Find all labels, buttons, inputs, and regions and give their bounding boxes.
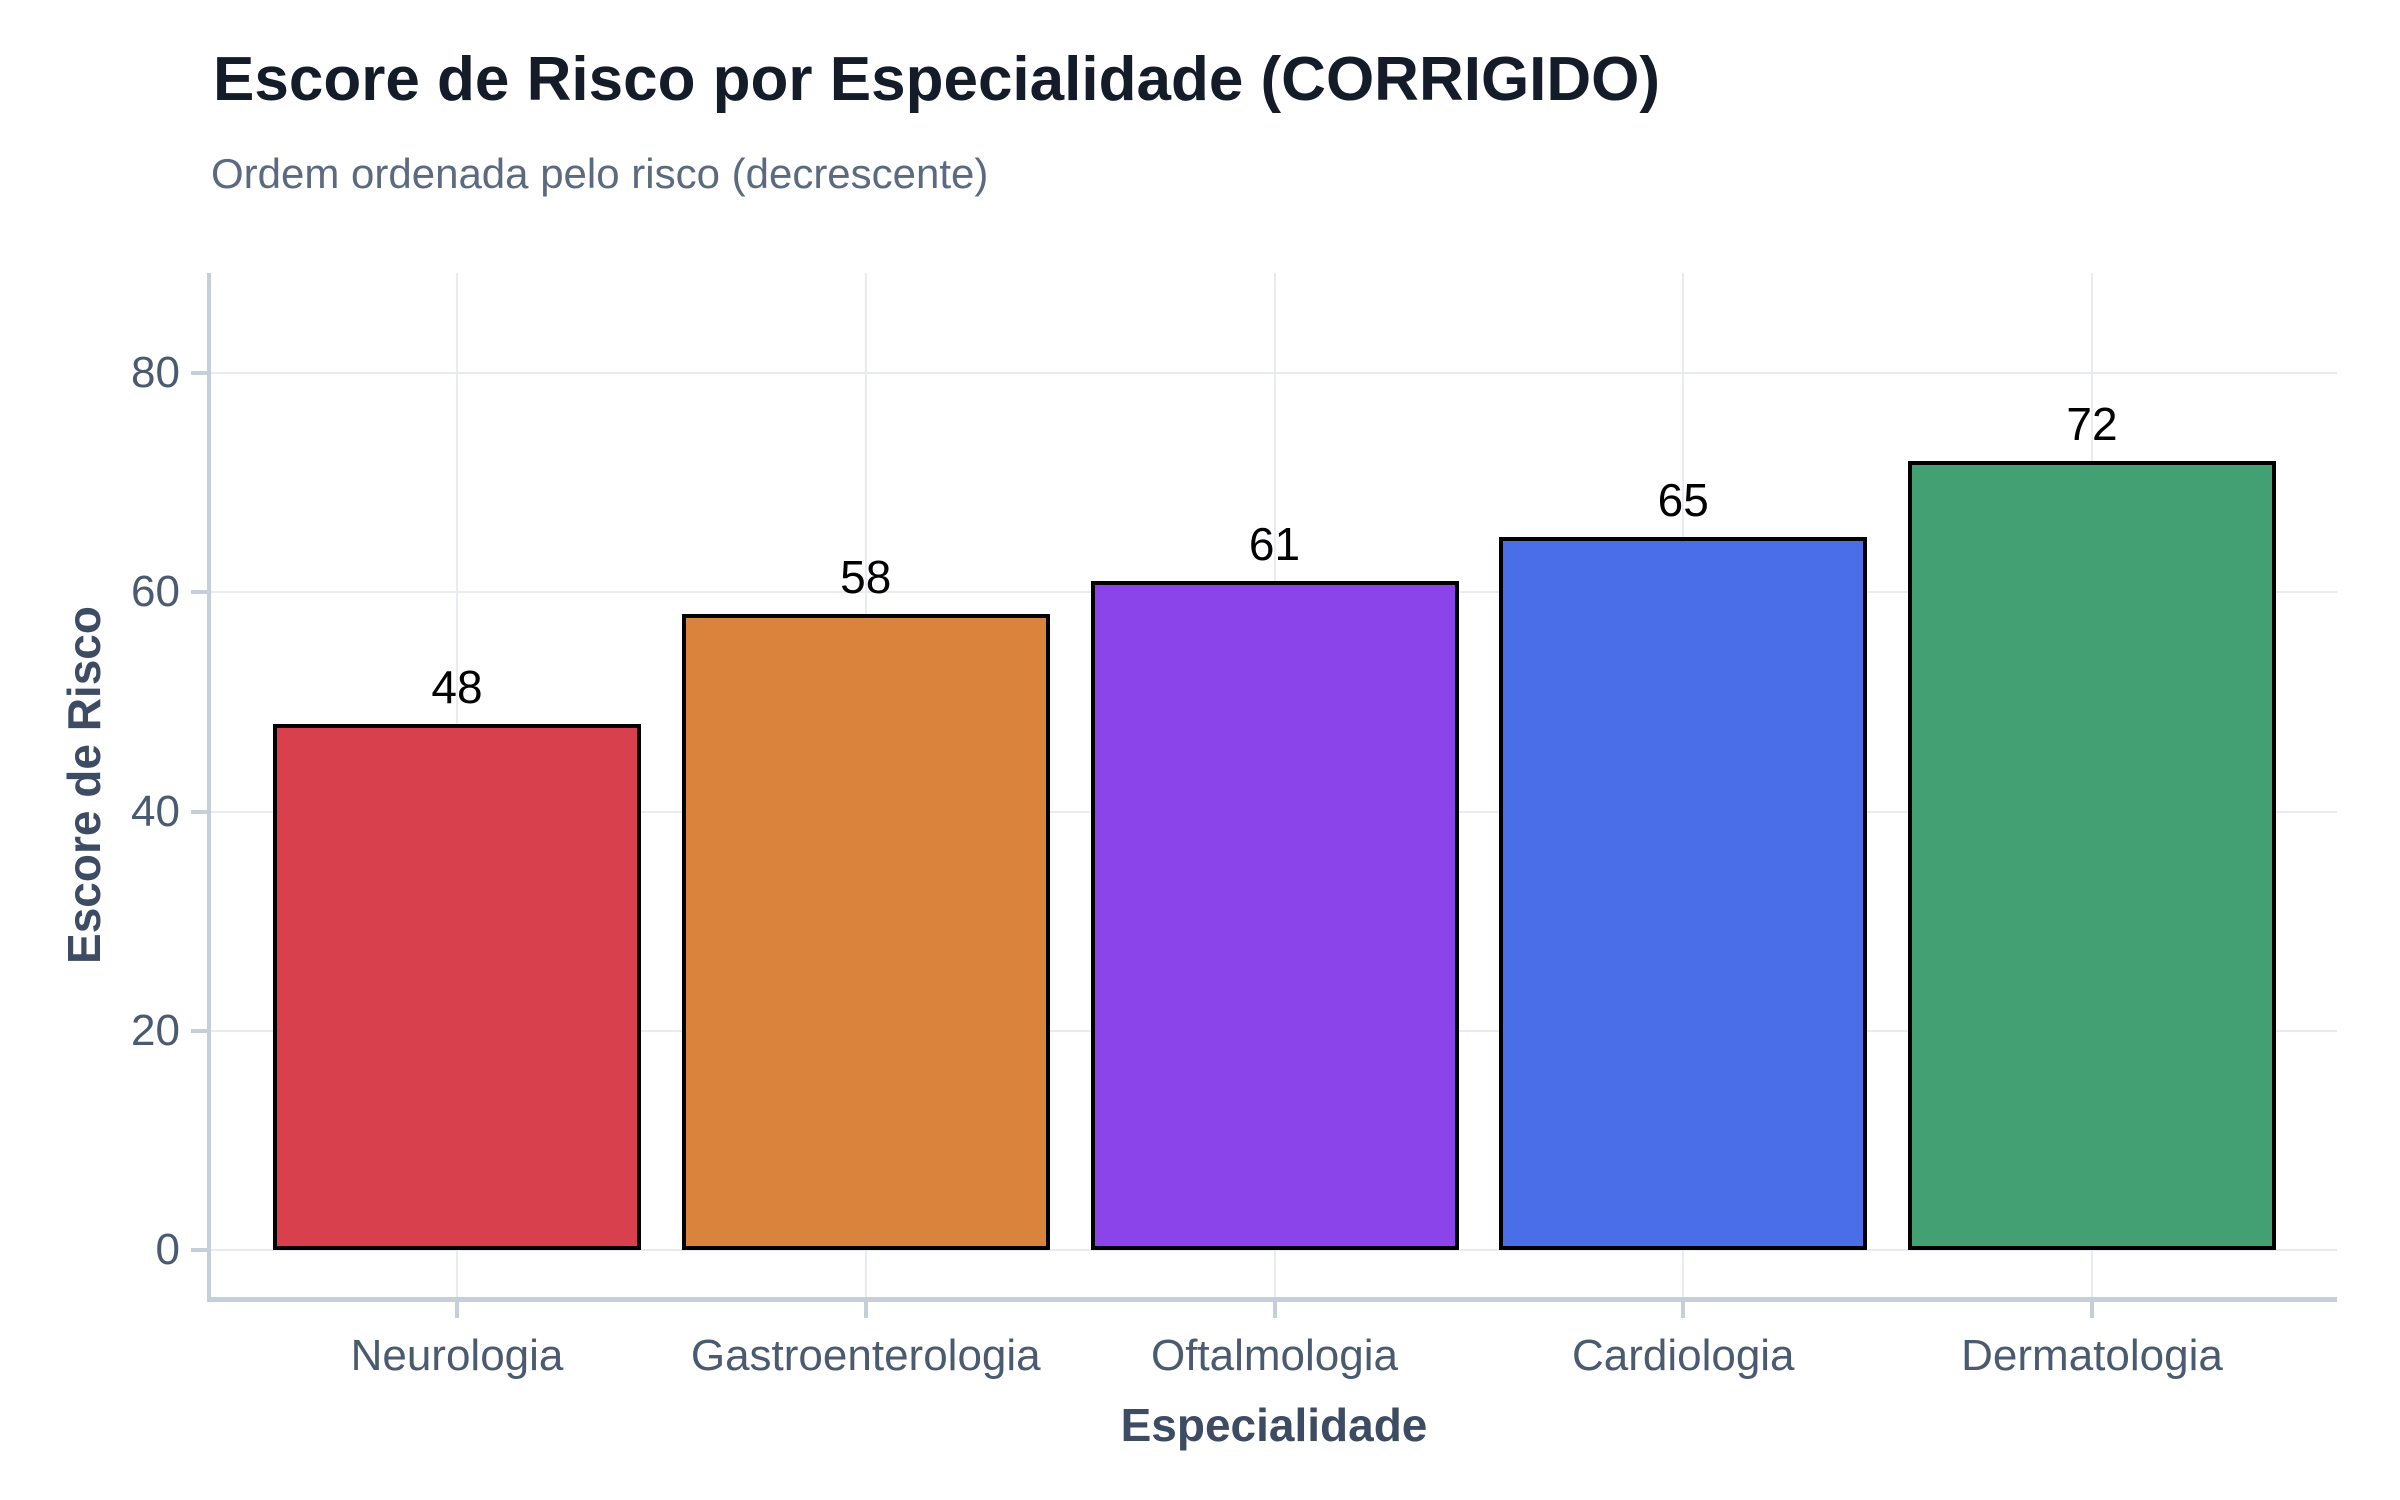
x-tick: [1681, 1302, 1686, 1318]
x-axis-title: Especialidade: [1120, 1399, 1428, 1451]
bar-oftalmologia: [1090, 581, 1459, 1250]
bar-neurologia: [273, 723, 641, 1250]
bar-dermatologia: [1908, 460, 2276, 1250]
y-tick-label: 20: [131, 1005, 180, 1055]
bar-value-label: 72: [2066, 397, 2118, 450]
y-tick: [191, 809, 207, 814]
y-tick-label: 60: [131, 567, 180, 617]
x-tick-label: Dermatologia: [1961, 1331, 2223, 1380]
y-tick-label: 0: [155, 1225, 180, 1274]
x-tick-label: Oftalmologia: [1150, 1331, 1398, 1380]
x-tick: [863, 1302, 868, 1318]
x-tick-label: Cardiologia: [1571, 1331, 1795, 1380]
bar-value-label: 61: [1248, 518, 1301, 571]
y-axis-line: [207, 273, 211, 1302]
chart-subtitle: Ordem ordenada pelo risco (decrescente): [211, 150, 989, 197]
x-tick: [455, 1302, 459, 1318]
y-tick-label: 40: [131, 786, 180, 836]
bar-value-label: 48: [431, 660, 483, 713]
x-tick-label: Gastroenterologia: [690, 1331, 1041, 1380]
chart-title: Escore de Risco por Especialidade (CORRI…: [213, 45, 1661, 114]
bar-cardiologia: [1499, 537, 1868, 1250]
x-tick: [2090, 1302, 2094, 1318]
bar-value-label: 65: [1657, 474, 1709, 527]
y-tick: [191, 1028, 207, 1033]
y-tick: [191, 371, 207, 375]
y-tick-label: 80: [131, 348, 180, 397]
bar-gastroenterologia: [681, 614, 1050, 1250]
x-axis-line: [207, 1297, 2337, 1302]
y-tick: [191, 590, 207, 595]
bar-value-label: 58: [840, 551, 892, 604]
y-tick: [191, 1248, 207, 1252]
x-tick-label: Neurologia: [350, 1331, 564, 1380]
y-axis-title: Escore de Risco: [58, 606, 110, 964]
x-tick: [1272, 1302, 1277, 1318]
